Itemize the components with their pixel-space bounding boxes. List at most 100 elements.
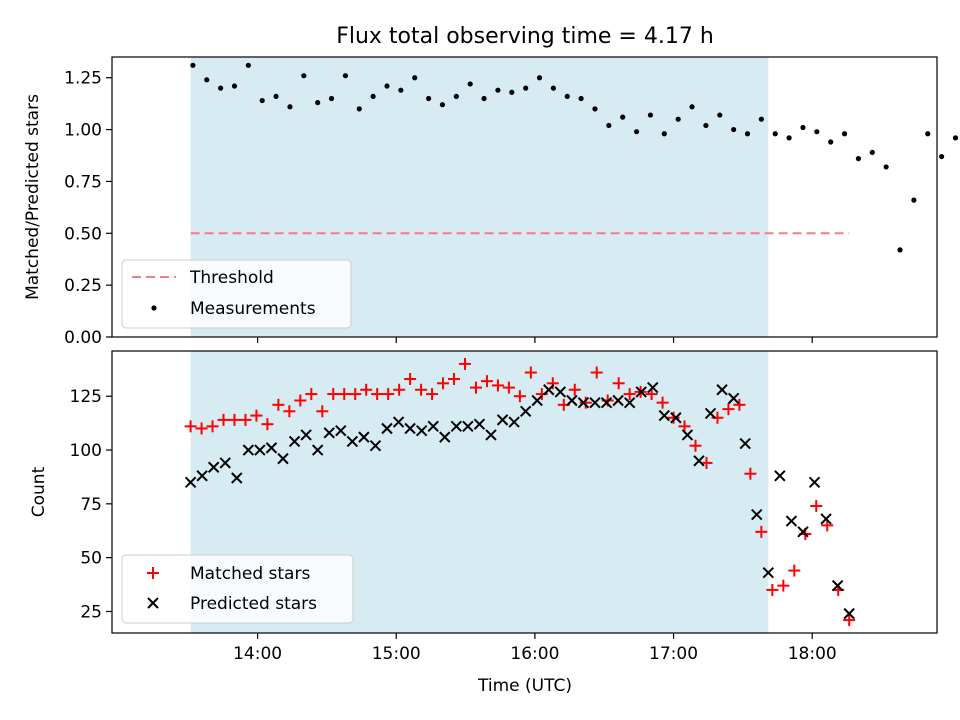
y-tick-label: 0.25 xyxy=(64,276,102,296)
predicted-star-point xyxy=(311,444,324,456)
measurement-point xyxy=(509,89,515,95)
predicted-star-point xyxy=(254,444,266,456)
matched-star-point xyxy=(623,388,636,401)
matched-star-point xyxy=(184,420,197,433)
matched-star-point xyxy=(437,377,450,390)
measurement-point xyxy=(536,75,543,81)
measurement-points xyxy=(190,62,959,253)
measurement-point xyxy=(675,116,681,122)
matched-star-point xyxy=(524,366,537,379)
y-ticks: 0.00 0.25 0.50 0.75 1.00 1.25 xyxy=(64,69,112,348)
measurement-point xyxy=(606,122,612,129)
predicted-star-point xyxy=(231,472,243,484)
predicted-star-point xyxy=(808,476,821,489)
matched-star-point xyxy=(590,366,603,379)
x-tick-marks xyxy=(256,337,813,343)
measurement-point xyxy=(384,83,390,89)
matched-star-point xyxy=(371,388,384,401)
predicted-star-point xyxy=(566,394,578,407)
measurement-point xyxy=(772,131,778,137)
predicted-star-point xyxy=(219,457,231,469)
matched-star-point xyxy=(656,396,669,409)
predicted-star-point xyxy=(820,513,832,525)
measurement-point xyxy=(744,131,751,137)
predicted-star-point xyxy=(496,414,509,426)
measurement-point xyxy=(439,102,446,108)
matched-star-point xyxy=(239,413,252,426)
predicted-star-point xyxy=(288,435,301,448)
matched-star-point xyxy=(502,381,515,394)
measurement-point xyxy=(786,135,792,141)
predicted-star-point xyxy=(184,476,197,489)
predicted-star-point xyxy=(196,470,208,482)
measurement-point xyxy=(273,93,279,100)
measurement-point xyxy=(578,95,584,102)
x-ticks: 14:00 15:00 16:00 17:00 18:00 xyxy=(233,633,837,664)
y-tick-label: 0.00 xyxy=(64,328,102,348)
legend-threshold-label: Threshold xyxy=(189,268,274,288)
predicted-star-point xyxy=(635,386,647,398)
matched-star-point xyxy=(250,409,263,422)
predicted-star-point xyxy=(450,420,463,433)
measurement-point xyxy=(647,112,654,118)
count-points xyxy=(184,357,856,627)
y-tick-label: 0.50 xyxy=(64,224,102,244)
y-tick-label: 75 xyxy=(80,495,102,515)
matched-star-point xyxy=(415,383,428,396)
measurement-point xyxy=(925,131,931,137)
measurement-point xyxy=(717,112,723,118)
legend-predicted-swatch xyxy=(147,597,159,609)
matched-star-point xyxy=(228,413,241,426)
predicted-star-point xyxy=(346,435,359,448)
y-axis-label: Matched/Predicted stars xyxy=(23,94,43,300)
matched-star-point xyxy=(722,403,735,416)
x-tick-label: 18:00 xyxy=(788,644,837,664)
measurement-point xyxy=(356,106,362,112)
measurement-point xyxy=(245,62,251,68)
predicted-star-point xyxy=(739,437,751,450)
legend: Threshold Measurements xyxy=(121,259,352,329)
predicted-star-point xyxy=(704,407,717,420)
predicted-star-point xyxy=(716,384,728,396)
legend-measurements-swatch xyxy=(151,305,157,311)
measurement-point xyxy=(301,73,307,79)
measurement-point xyxy=(939,153,945,160)
predicted-star-point xyxy=(843,607,855,620)
matched-star-point xyxy=(777,579,790,592)
matched-star-point xyxy=(513,390,526,403)
predicted-star-point xyxy=(797,526,809,538)
matched-star-point xyxy=(766,583,779,596)
matched-star-point xyxy=(755,525,768,538)
measurement-point xyxy=(328,95,335,102)
predicted-star-point xyxy=(242,444,255,456)
matched-star-point xyxy=(788,564,801,577)
measurement-point xyxy=(495,87,501,93)
predicted-star-point xyxy=(415,424,428,437)
predicted-star-point xyxy=(612,394,624,407)
y-tick-label: 50 xyxy=(80,549,102,569)
measurement-point xyxy=(633,129,640,135)
predicted-star-point xyxy=(623,396,636,409)
predicted-star-point xyxy=(751,508,763,521)
matched-star-point xyxy=(458,357,471,370)
predicted-star-point xyxy=(693,455,705,467)
predicted-star-point xyxy=(600,396,613,409)
measurement-point xyxy=(398,87,404,93)
predicted-star-point xyxy=(658,409,671,422)
y-tick-label: 0.75 xyxy=(64,172,102,192)
matched-star-point xyxy=(480,375,493,388)
measurement-point xyxy=(425,95,432,102)
measurement-point xyxy=(869,149,875,156)
legend-measurements-label: Measurements xyxy=(190,299,316,319)
matched-star-point xyxy=(327,388,340,401)
measurement-point xyxy=(190,62,196,68)
predicted-star-point xyxy=(774,470,786,482)
measurement-point xyxy=(342,73,349,79)
predicted-star-point xyxy=(681,429,694,441)
legend-predicted-label: Predicted stars xyxy=(190,594,317,614)
y-ticks: 25 50 75 100 125 xyxy=(70,387,112,622)
predicted-star-point xyxy=(427,420,439,433)
measurement-point xyxy=(453,93,459,100)
plot-frame xyxy=(111,350,938,634)
predicted-star-point xyxy=(485,429,497,441)
